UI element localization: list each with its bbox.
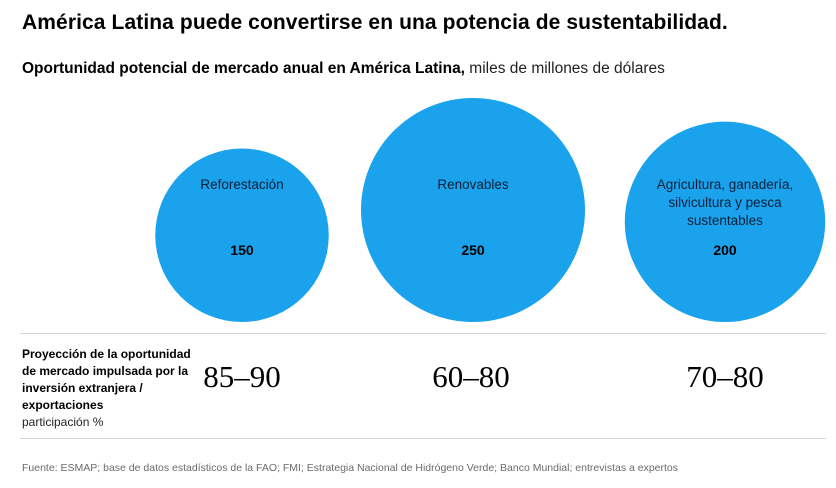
projection-label: Proyección de la oportunidad de mercado … <box>22 346 197 431</box>
chart-subtitle-main: Oportunidad potencial de mercado anual e… <box>22 60 465 77</box>
bubble-label-agricultura-line-1: Agricultura, ganadería, <box>657 177 794 192</box>
bubble-label-agricultura-line-2: silvicultura y pesca <box>668 195 782 210</box>
bubble-label-reforestacion: Reforestación <box>200 177 283 192</box>
projection-range-renovables: 60–80 <box>432 359 510 394</box>
projection-label-title: Proyección de la oportunidad de mercado … <box>22 347 191 412</box>
page-title: América Latina puede convertirse en una … <box>22 11 728 34</box>
projection-range-agricultura: 70–80 <box>686 359 764 394</box>
chart-subtitle-units: miles de millones de dólares <box>465 60 665 77</box>
bubble-renovables <box>361 98 585 322</box>
projection-range-reforestacion: 85–90 <box>203 359 281 394</box>
bubble-chart: Reforestación 150 Renovables 250 Agricultura… <box>155 98 826 322</box>
chart-subtitle: Oportunidad potencial de mercado anual e… <box>22 60 665 78</box>
bubble-value-agricultura: 200 <box>713 242 737 258</box>
bubble-label-agricultura-line-3: sustentables <box>687 213 763 228</box>
bubble-agricultura <box>624 121 826 322</box>
bubble-label-renovables: Renovables <box>437 177 509 192</box>
projection-label-units: participación % <box>22 415 104 429</box>
source-note: Fuente: ESMAP; base de datos estadístico… <box>22 462 679 474</box>
bubble-reforestacion <box>155 148 329 322</box>
bubble-value-renovables: 250 <box>461 242 485 258</box>
divider-top <box>20 333 826 334</box>
bubble-value-reforestacion: 150 <box>230 242 254 258</box>
divider-bottom <box>20 438 826 439</box>
